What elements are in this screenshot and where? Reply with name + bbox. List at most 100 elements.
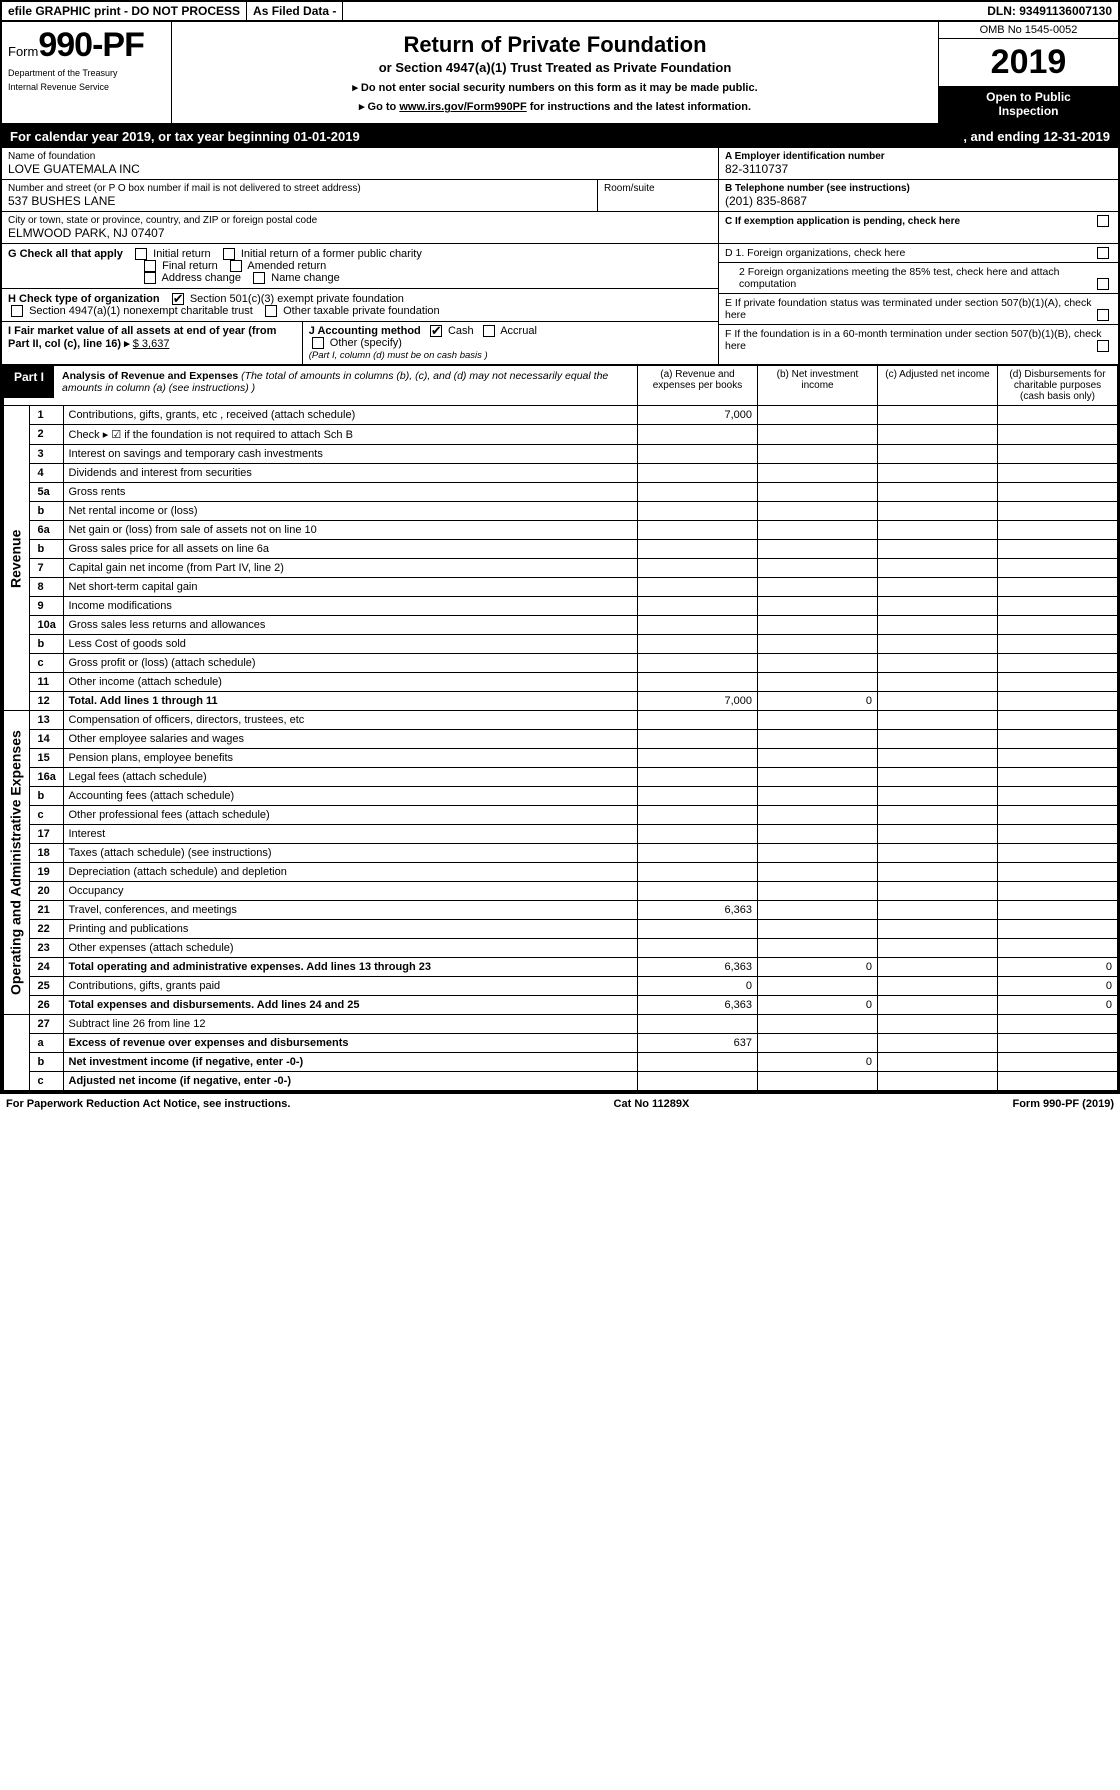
col-b-val [758, 445, 878, 464]
col-a-val [638, 939, 758, 958]
open-line1: Open to Public [941, 90, 1116, 104]
col-c-val [878, 578, 998, 597]
col-d-val [998, 654, 1118, 673]
cb-f[interactable] [1097, 340, 1109, 352]
line-number: 12 [29, 692, 63, 711]
line-desc: Net gain or (loss) from sale of assets n… [63, 521, 638, 540]
col-b-val [758, 787, 878, 806]
cb-accrual[interactable] [483, 325, 495, 337]
i-cell: I Fair market value of all assets at end… [2, 322, 303, 364]
cb-address-change[interactable] [144, 272, 156, 284]
cb-d1[interactable] [1097, 247, 1109, 259]
i-value: $ 3,637 [133, 338, 170, 350]
line-desc: Other income (attach schedule) [63, 673, 638, 692]
e-cell: E If private foundation status was termi… [719, 294, 1118, 325]
line-number: a [29, 1034, 63, 1053]
cb-d2[interactable] [1097, 278, 1109, 290]
line-desc: Check ▸ ☑ if the foundation is not requi… [63, 425, 638, 445]
expenses-row: 24Total operating and administrative exp… [3, 958, 1118, 977]
col-c-val [878, 559, 998, 578]
addr-label: Number and street (or P O box number if … [8, 183, 591, 194]
cb-former-charity[interactable] [223, 248, 235, 260]
revenue-row: cGross profit or (loss) (attach schedule… [3, 654, 1118, 673]
cb-cash[interactable] [430, 325, 442, 337]
cb-initial-return[interactable] [135, 248, 147, 260]
line-number: c [29, 806, 63, 825]
net-row: 27Subtract line 26 from line 12 [3, 1015, 1118, 1034]
g-o4: Amended return [247, 260, 326, 272]
cb-amended[interactable] [230, 260, 242, 272]
cb-e[interactable] [1097, 309, 1109, 321]
cb-501c3[interactable] [172, 293, 184, 305]
cal-right: , and ending 12-31-2019 [963, 129, 1110, 144]
irs-link[interactable]: www.irs.gov/Form990PF [399, 101, 526, 113]
col-d-val [998, 749, 1118, 768]
expenses-row: 14Other employee salaries and wages [3, 730, 1118, 749]
form-title: Return of Private Foundation [180, 32, 930, 58]
expenses-row: 17Interest [3, 825, 1118, 844]
city-label: City or town, state or province, country… [8, 215, 712, 226]
col-b-val [758, 1015, 878, 1034]
j-o2: Accrual [500, 325, 537, 337]
line-number: 13 [29, 711, 63, 730]
col-c-val [878, 1053, 998, 1072]
cb-4947[interactable] [11, 305, 23, 317]
line-number: 10a [29, 616, 63, 635]
col-d-val [998, 673, 1118, 692]
line-desc: Other employee salaries and wages [63, 730, 638, 749]
col-b-val [758, 825, 878, 844]
cb-other-taxable[interactable] [265, 305, 277, 317]
col-a-val: 0 [638, 977, 758, 996]
exemption-cell: C If exemption application is pending, c… [719, 212, 1118, 230]
col-c-val [878, 825, 998, 844]
col-a-val [638, 445, 758, 464]
line-number: 16a [29, 768, 63, 787]
omb-number: OMB No 1545-0052 [939, 22, 1118, 39]
line-number: b [29, 540, 63, 559]
cb-final-return[interactable] [144, 260, 156, 272]
dept-treasury: Department of the Treasury [8, 69, 165, 79]
d2-cell: 2 Foreign organizations meeting the 85% … [719, 263, 1118, 294]
col-c-val [878, 749, 998, 768]
col-c-val [878, 483, 998, 502]
col-a-val: 6,363 [638, 901, 758, 920]
col-d-val [998, 597, 1118, 616]
exemption-checkbox[interactable] [1097, 215, 1109, 227]
net-vlabel-spacer [3, 1015, 29, 1091]
h-row: H Check type of organization Section 501… [2, 289, 718, 322]
revenue-row: bLess Cost of goods sold [3, 635, 1118, 654]
col-d-val [998, 768, 1118, 787]
part1-header-row: Part I Analysis of Revenue and Expenses … [3, 366, 1118, 406]
col-a-val [638, 768, 758, 787]
col-c-val [878, 654, 998, 673]
cb-name-change[interactable] [253, 272, 265, 284]
col-d-val [998, 464, 1118, 483]
tax-year: 2019 [939, 39, 1118, 86]
col-b-val [758, 1034, 878, 1053]
footer-mid: Cat No 11289X [614, 1098, 690, 1110]
cb-other-method[interactable] [312, 337, 324, 349]
col-c-val [878, 502, 998, 521]
revenue-row: bNet rental income or (loss) [3, 502, 1118, 521]
col-a-val: 7,000 [638, 406, 758, 425]
line-desc: Capital gain net income (from Part IV, l… [63, 559, 638, 578]
efile-notice: efile GRAPHIC print - DO NOT PROCESS [2, 2, 247, 20]
col-b-val [758, 425, 878, 445]
line-desc: Total. Add lines 1 through 11 [63, 692, 638, 711]
line-number: 20 [29, 882, 63, 901]
col-b-val [758, 901, 878, 920]
line-number: 17 [29, 825, 63, 844]
j-o3: Other (specify) [330, 337, 402, 349]
col-b-val [758, 578, 878, 597]
col-b-val [758, 1072, 878, 1091]
city-value: ELMWOOD PARK, NJ 07407 [8, 226, 712, 240]
col-b-val [758, 559, 878, 578]
line-desc: Legal fees (attach schedule) [63, 768, 638, 787]
col-a-val: 637 [638, 1034, 758, 1053]
line-number: c [29, 1072, 63, 1091]
part1-title: Analysis of Revenue and Expenses [62, 370, 238, 382]
form-number: Form990-PF [8, 26, 165, 65]
col-c-val [878, 425, 998, 445]
line-desc: Contributions, gifts, grants paid [63, 977, 638, 996]
line-desc: Interest on savings and temporary cash i… [63, 445, 638, 464]
